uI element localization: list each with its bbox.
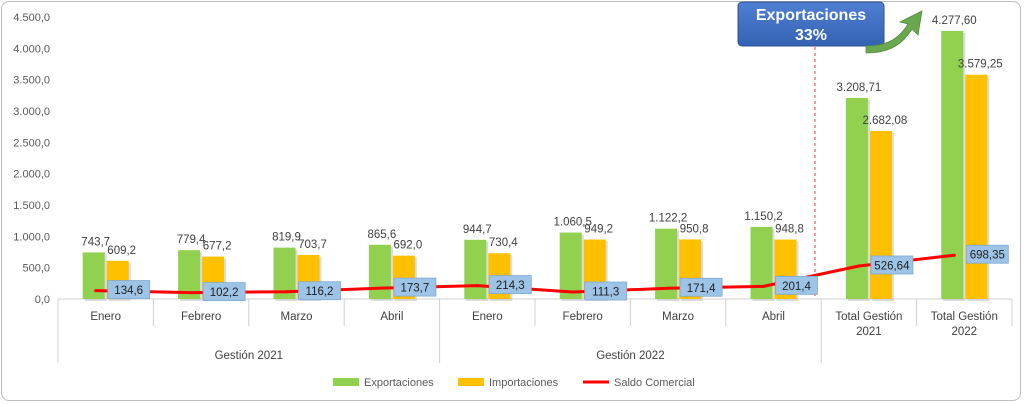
legend-label-importaciones: Importaciones	[489, 377, 559, 389]
line-point	[285, 290, 288, 294]
bar-value-label: 1.060,5	[554, 217, 592, 229]
bar-value-label: 730,4	[489, 237, 518, 249]
category-label: Marzo	[662, 311, 694, 323]
line-value-label: 111,3	[592, 287, 619, 299]
bar-value-label: 3.208,71	[837, 82, 882, 94]
line-label-box	[202, 282, 246, 301]
bar-value-label: 948,8	[775, 224, 804, 236]
callout-line1: Exportaciones	[756, 7, 866, 24]
line-label-box	[584, 281, 628, 301]
bar-value-label: 949,2	[584, 224, 613, 236]
bar-value-label: 950,8	[680, 223, 709, 235]
bar-exportaciones	[750, 226, 773, 299]
line-point	[380, 286, 384, 290]
bar-exportaciones	[845, 97, 868, 299]
line-value-label: 201,4	[782, 281, 811, 293]
category-label: Enero	[90, 311, 121, 323]
bar-exportaciones	[178, 250, 201, 299]
bar-exportaciones	[464, 239, 487, 299]
line-point	[94, 289, 98, 293]
callout: Exportaciones 33%	[737, 1, 923, 54]
legend-label-saldo-comercial: Saldo Comercial	[614, 377, 695, 389]
y-tick-label: 4.000,0	[13, 43, 50, 55]
line-point	[666, 286, 670, 290]
bar-value-label: 692,0	[394, 240, 423, 252]
line-point	[857, 264, 861, 268]
callout-box	[737, 1, 885, 47]
bar-value-label: 677,2	[203, 241, 232, 253]
bar-value-label: 1.150,2	[744, 211, 782, 223]
bar-value-label: 779,4	[177, 234, 206, 246]
line-label-box	[775, 275, 818, 295]
category-label: Abril	[762, 311, 785, 323]
line-point	[475, 284, 479, 288]
category-axis: Enero Febrero Marzo Abril Enero Febrero Marzo A…	[57, 298, 1013, 363]
line-value-label: 526,64	[874, 260, 910, 272]
y-tick-label: 500,0	[22, 263, 50, 275]
bar-value-label: 1.122,2	[649, 213, 687, 225]
line-point	[762, 284, 765, 288]
bar-exportaciones	[559, 232, 582, 299]
line-value-label: 214,3	[496, 280, 525, 292]
line-value-label: 698,35	[970, 250, 1005, 262]
line-point	[952, 253, 956, 257]
bar-value-label: 609,2	[107, 245, 136, 257]
line-value-label: 116,2	[306, 286, 334, 298]
line-label-box	[393, 277, 437, 297]
callout-line2: 33%	[795, 27, 827, 44]
legend-swatch-importaciones	[458, 378, 484, 386]
bar-value-label: 865,6	[368, 229, 397, 241]
bar-value-label: 2.682,08	[863, 115, 908, 127]
group-label: Gestión 2022	[596, 350, 664, 362]
bar-value-label: 743,7	[81, 236, 110, 248]
y-tick-label: 3.000,0	[13, 106, 50, 118]
line-point	[189, 291, 193, 295]
category-label: Enero	[472, 311, 503, 323]
category-label: Total Gestión 2022	[931, 311, 998, 338]
line-label-box	[107, 280, 151, 299]
y-tick-label: 3.500,0	[13, 75, 50, 87]
line-label-box	[870, 255, 914, 275]
y-tick-label: 1.000,0	[13, 231, 50, 243]
bar-exportaciones	[82, 252, 105, 299]
bar-exportaciones	[273, 247, 296, 299]
growth-arrow-icon	[865, 10, 923, 54]
line-label-box	[488, 275, 532, 294]
line-value-label: 134,6	[114, 285, 143, 297]
group-label: Gestión 2021	[215, 350, 283, 362]
category-label: Marzo	[281, 311, 313, 323]
y-tick-label: 4.500,0	[13, 12, 50, 24]
bar-value-label: 703,7	[298, 239, 327, 251]
category-label: Abril	[380, 311, 403, 323]
y-tick-label: 0,0	[35, 294, 50, 306]
line-label-box	[965, 244, 1009, 264]
bar-exportaciones	[368, 244, 391, 299]
y-axis: 0,0 500,0 1.000,0 1.500,0 2.000,0 2.500,0 3.00…	[13, 12, 50, 306]
y-tick-label: 1.500,0	[13, 200, 50, 212]
line-label-box	[298, 281, 341, 301]
bar-value-label: 3.579,25	[958, 59, 1003, 71]
legend-swatch-exportaciones	[333, 378, 359, 386]
line-point	[571, 290, 575, 294]
line-label-box	[679, 277, 723, 297]
category-label: Total Gestión 2021	[835, 311, 902, 338]
bar-exportaciones	[941, 30, 964, 299]
bar-exportaciones	[655, 228, 678, 299]
bar-value-label: 944,7	[463, 224, 492, 236]
line-value-label: 171,4	[687, 283, 716, 295]
bar-importaciones	[965, 74, 988, 299]
legend-label-exportaciones: Exportaciones	[364, 377, 434, 389]
line-value-label: 102,2	[210, 287, 239, 299]
line-value-label: 173,7	[401, 283, 430, 295]
category-label: Febrero	[563, 311, 603, 323]
y-tick-label: 2.500,0	[13, 137, 50, 149]
legend: Exportaciones Importaciones Saldo Comerc…	[333, 377, 695, 389]
category-label: Febrero	[181, 311, 221, 323]
bar-value-label: 819,9	[272, 232, 301, 244]
y-tick-label: 2.000,0	[13, 169, 50, 181]
bar-value-label: 4.277,60	[932, 15, 977, 27]
